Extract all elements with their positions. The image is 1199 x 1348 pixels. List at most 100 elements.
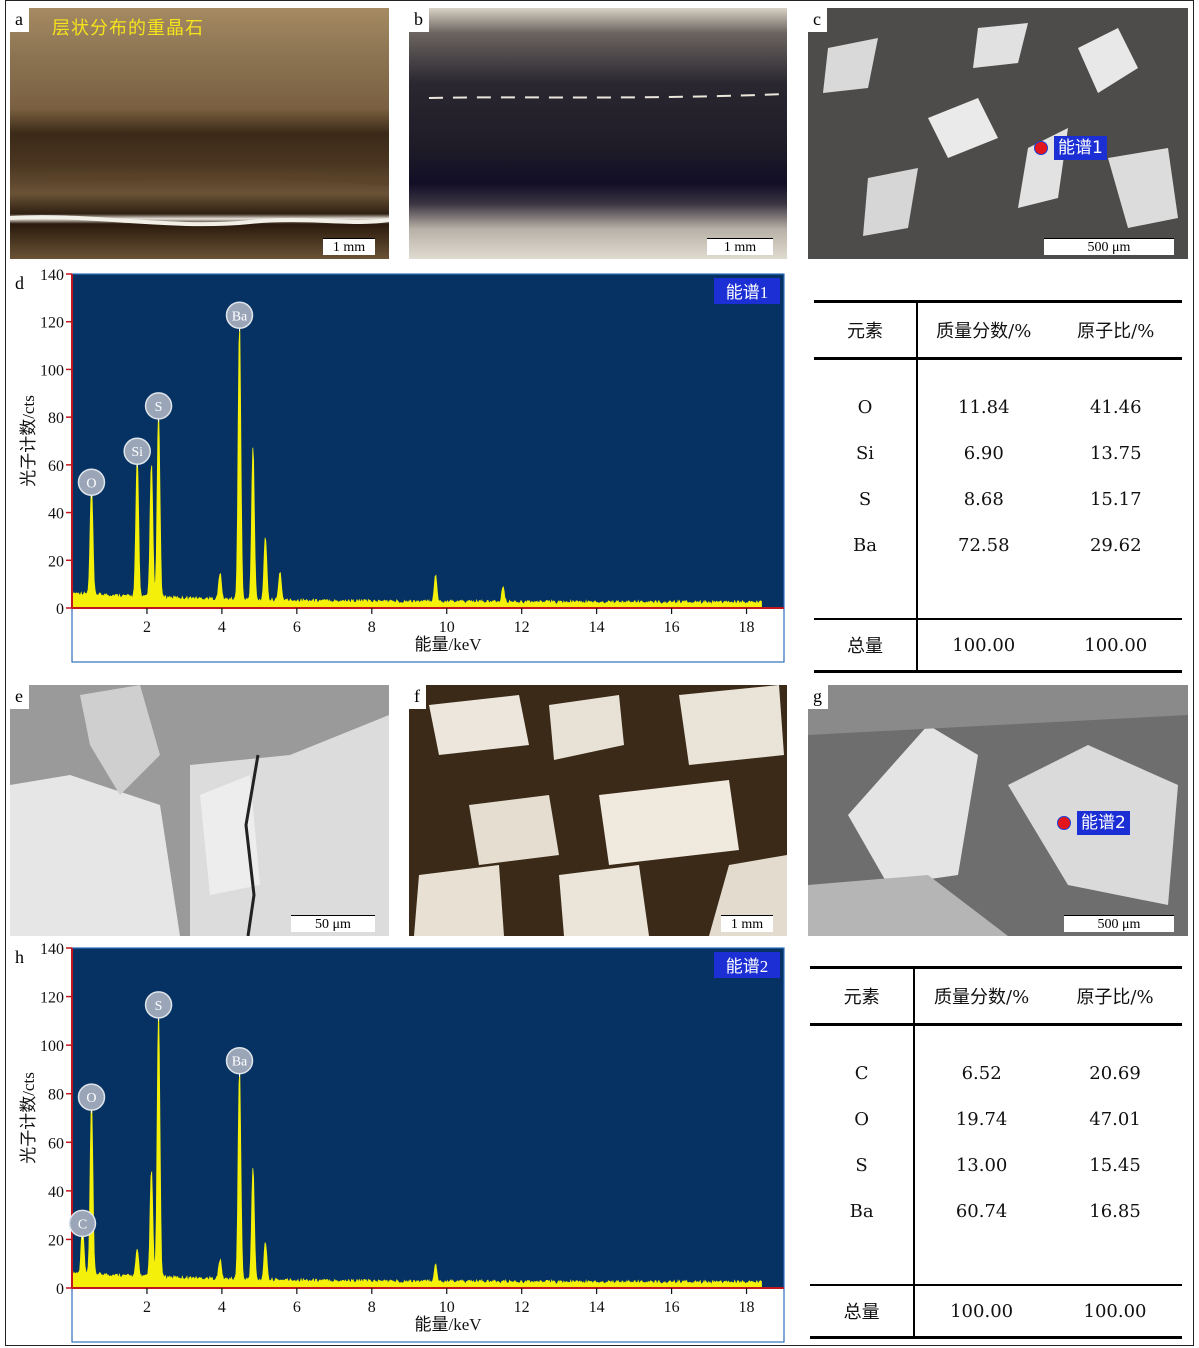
peak-badge bbox=[68, 1209, 97, 1238]
y-tick-label: 20 bbox=[48, 1232, 64, 1249]
table-header-cell: 质量分数/% bbox=[917, 300, 1050, 360]
table-cell: 总量 bbox=[814, 618, 919, 673]
table-cell: 15.17 bbox=[1089, 488, 1142, 510]
x-tick-label: 2 bbox=[143, 619, 151, 636]
table-cell: S bbox=[810, 1142, 916, 1188]
table-cell: 47.01 bbox=[1089, 1108, 1141, 1130]
x-tick-label: 8 bbox=[368, 1299, 376, 1316]
table-header-cell: 元素 bbox=[810, 966, 916, 1026]
peak-badge bbox=[123, 437, 151, 465]
micrograph-f: f 1 mm bbox=[409, 685, 787, 936]
table-total-row: 总量 100.00 100.00 bbox=[810, 1284, 1182, 1339]
y-tick-label: 0 bbox=[56, 601, 64, 618]
table-cell: 13.75 bbox=[1089, 442, 1142, 464]
plot-area bbox=[72, 274, 784, 608]
y-tick-label: 40 bbox=[48, 1184, 64, 1201]
peak-label: Si bbox=[131, 445, 143, 460]
table-cell: S bbox=[814, 476, 919, 522]
table-cell: 100.00 bbox=[1048, 1284, 1182, 1339]
peak-label: O bbox=[86, 476, 96, 491]
texture-f bbox=[414, 685, 787, 936]
x-tick-label: 18 bbox=[739, 619, 755, 636]
scale-bar-f: 1 mm bbox=[721, 915, 773, 932]
spectrum-chart-h: h 0 20 40 60 80 100 120 140 2 4 6 8 10 12 14 16 18 能量/keV… bbox=[10, 940, 790, 1344]
composition-table-2: 元素 质量分数/% 原子比/% C 6.52 20.69 O 19.74 47.01 S 13.00… bbox=[810, 966, 1182, 1339]
table-cell: 6.90 bbox=[963, 442, 1004, 464]
analysis-spot-1: 能谱1 bbox=[1034, 136, 1107, 160]
table-cell: 100.00 bbox=[917, 618, 1050, 673]
panel-letter-b: b bbox=[409, 8, 429, 32]
micrograph-c: c 能谱1 500 μm bbox=[808, 8, 1188, 259]
element-composition-table: 元素 质量分数/% 原子比/% C 6.52 20.69 O 19.74 47.01 S 13.00… bbox=[810, 966, 1182, 1339]
peak-badge bbox=[225, 301, 254, 330]
peak-label: O bbox=[86, 1091, 96, 1106]
table-header-cell: 元素 bbox=[814, 300, 919, 360]
spectrum-plot-h: 0 20 40 60 80 100 120 140 2 4 6 8 10 12 14 16 18 能量/keV 光子… bbox=[19, 941, 785, 1343]
x-tick-label: 14 bbox=[589, 619, 605, 636]
peak-label: S bbox=[155, 400, 163, 415]
table-row: O 11.84 41.46 bbox=[814, 384, 1182, 430]
x-tick-label: 6 bbox=[293, 619, 301, 636]
y-tick-label: 100 bbox=[40, 1038, 64, 1055]
x-tick-label: 10 bbox=[439, 619, 455, 636]
x-tick-label: 4 bbox=[218, 1299, 226, 1316]
panel-letter-d: d bbox=[10, 272, 30, 296]
spectrum-line bbox=[71, 328, 762, 609]
spot-label-1: 能谱1 bbox=[1054, 136, 1107, 160]
peak-label: C bbox=[78, 1217, 87, 1232]
legend-box bbox=[714, 952, 780, 978]
composition-table-1: 元素 质量分数/% 原子比/% O 11.84 41.46 Si 6.90 13.75 S 8.68… bbox=[814, 300, 1182, 673]
legend-label: 能谱1 bbox=[726, 283, 769, 302]
x-tick-label: 16 bbox=[664, 619, 680, 636]
legend: 能谱2 bbox=[714, 952, 780, 978]
x-tick-label: 14 bbox=[589, 1299, 605, 1316]
table-cell: 13.00 bbox=[955, 1154, 1008, 1176]
x-tick-label: 10 bbox=[439, 1299, 455, 1316]
table-cell: 100.00 bbox=[914, 1284, 1049, 1339]
plot-area bbox=[72, 948, 784, 1288]
texture-g bbox=[808, 685, 1188, 936]
table-cell: Ba bbox=[814, 522, 919, 568]
table-row: Ba 60.74 16.85 bbox=[810, 1188, 1182, 1234]
table-cell: Si bbox=[814, 430, 919, 476]
table-cell: 20.69 bbox=[1089, 1062, 1141, 1084]
peak-label: S bbox=[155, 999, 163, 1014]
table-cell: Ba bbox=[810, 1188, 916, 1234]
peak-badge bbox=[77, 468, 106, 497]
y-tick-label: 100 bbox=[40, 362, 64, 379]
texture-c bbox=[823, 23, 1178, 236]
table-cell: 11.84 bbox=[958, 396, 1010, 418]
table-header-cell: 质量分数/% bbox=[914, 966, 1049, 1026]
table-header-cell: 原子比/% bbox=[1049, 300, 1182, 360]
y-tick-label: 40 bbox=[48, 506, 64, 523]
y-tick-label: 60 bbox=[48, 1135, 64, 1152]
texture-a bbox=[10, 172, 389, 227]
x-axis-label: 能量/keV bbox=[414, 1315, 482, 1334]
table-cell: O bbox=[810, 1096, 916, 1142]
panel-letter-c: c bbox=[808, 8, 827, 32]
table-row: S 13.00 15.45 bbox=[810, 1142, 1182, 1188]
panel-letter-f: f bbox=[409, 685, 426, 709]
sem-image-e: e 50 μm bbox=[10, 685, 389, 936]
spot-marker-icon bbox=[1057, 816, 1071, 830]
table-cell: 总量 bbox=[810, 1284, 916, 1339]
legend-label: 能谱2 bbox=[726, 957, 769, 976]
y-tick-label: 0 bbox=[56, 1281, 64, 1298]
texture-b bbox=[428, 93, 787, 99]
table-cell: 100.00 bbox=[1049, 618, 1182, 673]
panel-letter-a: a bbox=[10, 8, 29, 32]
x-tick-label: 4 bbox=[218, 619, 226, 636]
peak-badge bbox=[225, 1046, 254, 1075]
table-row: Si 6.90 13.75 bbox=[814, 430, 1182, 476]
panel-letter-h: h bbox=[10, 946, 30, 970]
scale-bar-g: 500 μm bbox=[1064, 915, 1174, 932]
table-row: C 6.52 20.69 bbox=[810, 1050, 1182, 1096]
y-axis-label: 光子计数/cts bbox=[19, 1072, 38, 1164]
photo-caption-a: 层状分布的重晶石 bbox=[52, 18, 204, 39]
spectrum-chart-d: d 0 20 40 60 80 100 120 140 2 4 6 8 10 12 14 16 18 能量/keV… bbox=[10, 266, 790, 664]
sem-image-g: g 能谱2 500 μm bbox=[808, 685, 1188, 936]
peak-badge bbox=[77, 1083, 106, 1111]
x-tick-label: 12 bbox=[514, 1299, 530, 1316]
x-axis-label: 能量/keV bbox=[414, 635, 482, 654]
scale-bar-b: 1 mm bbox=[707, 238, 773, 255]
